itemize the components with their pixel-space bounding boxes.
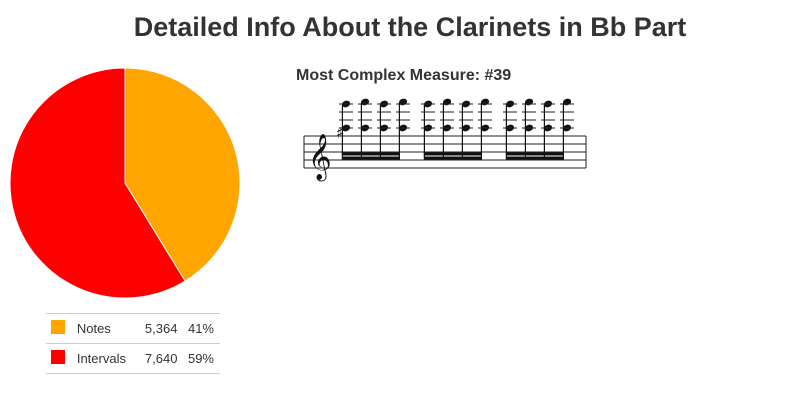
note-beam bbox=[423, 156, 482, 160]
pie-slice-intervals bbox=[9, 67, 186, 299]
pie-chart bbox=[9, 67, 241, 299]
pie-legend: Notes 5,364 41% Intervals 7,640 59% bbox=[46, 313, 220, 374]
measure-title: Most Complex Measure: #39 bbox=[296, 67, 512, 84]
legend-percent-notes: 41% bbox=[187, 321, 214, 336]
staff-lines bbox=[304, 135, 586, 169]
note-groups bbox=[339, 98, 574, 160]
legend-swatch-intervals bbox=[51, 350, 65, 364]
legend-row-intervals: Intervals 7,640 59% bbox=[46, 343, 220, 374]
legend-label-notes: Notes bbox=[76, 321, 111, 336]
page-title: Detailed Info About the Clarinets in Bb … bbox=[133, 12, 687, 42]
note-beam bbox=[423, 152, 482, 156]
legend-percent-intervals: 59% bbox=[187, 351, 214, 366]
music-staff: 𝄞 ♯ bbox=[303, 98, 587, 182]
legend-row-notes: Notes 5,364 41% bbox=[46, 313, 220, 344]
note-beam bbox=[341, 152, 400, 156]
legend-label-intervals: Intervals bbox=[76, 351, 126, 366]
legend-swatch-notes bbox=[51, 320, 65, 334]
note-beam bbox=[341, 156, 400, 160]
note-beam bbox=[505, 156, 564, 160]
legend-count-intervals: 7,640 bbox=[144, 351, 178, 366]
note-beam bbox=[505, 152, 564, 156]
legend-count-notes: 5,364 bbox=[144, 321, 178, 336]
pie-slice-notes bbox=[124, 67, 241, 282]
treble-clef-icon: 𝄞 bbox=[308, 134, 332, 182]
sharp-icon: ♯ bbox=[336, 124, 343, 142]
